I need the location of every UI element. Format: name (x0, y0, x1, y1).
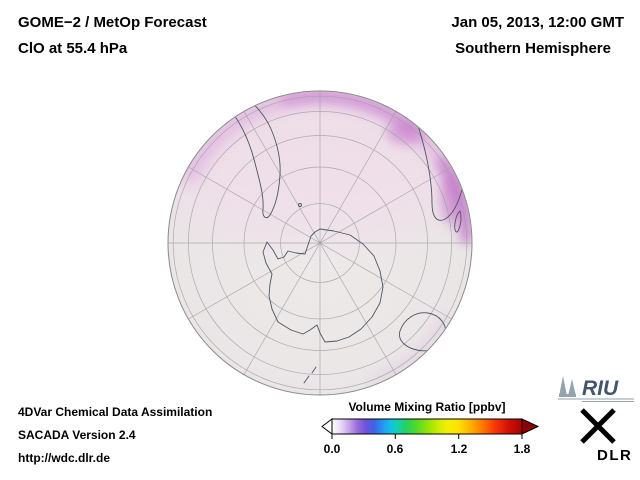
colorbar-left-arrow (321, 418, 333, 435)
colorbar-tick-marks (331, 434, 523, 439)
footer-credits: 4DVar Chemical Data Assimilation SACADA … (18, 401, 212, 470)
hemisphere-label: Southern Hemisphere (455, 40, 611, 57)
header-left: GOME−2 / MetOp Forecast ClO at 55.4 hPa (18, 10, 207, 62)
dlr-emblem-icon (580, 408, 616, 444)
assimilation-label: 4DVar Chemical Data Assimilation (18, 405, 213, 419)
globe-limb (167, 90, 473, 396)
dlr-cross-mark (580, 408, 616, 444)
coast-africa (409, 100, 467, 221)
colorbar-tick-0: 0.0 (323, 442, 341, 456)
colorbar-tick-1: 0.6 (386, 442, 404, 456)
header-right: Jan 05, 2013, 12:00 GMT Southern Hemisph… (451, 10, 624, 62)
colorbar-tick-2: 1.2 (450, 442, 468, 456)
graticule (168, 91, 472, 395)
coast-south-america (221, 91, 281, 219)
product-title: GOME−2 / MetOp Forecast (18, 14, 207, 31)
riu-logo: RIU (558, 376, 634, 402)
colorbar-tick-3: 1.8 (513, 442, 531, 456)
colorbar-right-arrow (521, 418, 540, 435)
riu-logo-text: RIU (582, 377, 619, 400)
island-madagascar (454, 210, 462, 233)
species-level-title: ClO at 55.4 hPa (18, 40, 128, 57)
coast-new-zealand (303, 366, 317, 384)
dlr-logo-text: DLR (597, 447, 633, 464)
island-falkland (298, 203, 302, 207)
riu-logo-stripes (558, 398, 634, 402)
clo-field-spot-1 (386, 121, 426, 145)
colorbar-title: Volume Mixing Ratio [ppbv] (348, 400, 506, 414)
colorbar-gradient-bar (331, 418, 523, 435)
coast-antarctica (262, 228, 384, 343)
colorbar (321, 418, 540, 439)
wdc-url: http://wdc.dlr.de (18, 451, 110, 465)
hemisphere-globe (167, 90, 473, 396)
cathedral-icon (559, 376, 576, 397)
datetime-label: Jan 05, 2013, 12:00 GMT (451, 14, 624, 31)
version-label: SACADA Version 2.4 (18, 428, 136, 442)
clo-field-spot-2 (440, 173, 464, 225)
